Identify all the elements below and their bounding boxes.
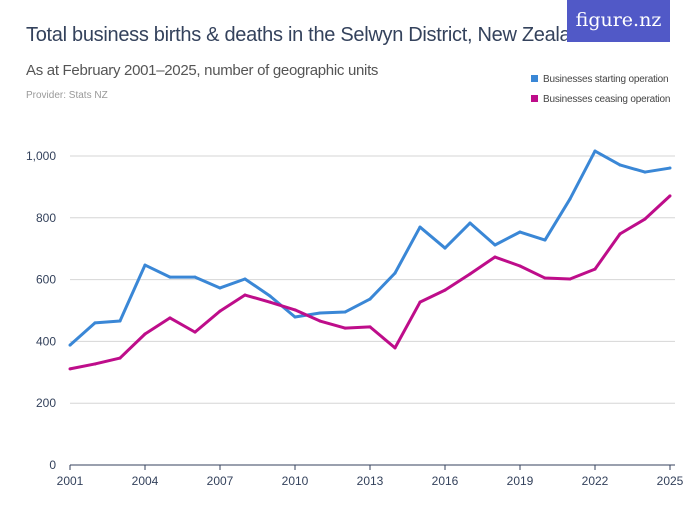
- chart-subtitle: As at February 2001–2025, number of geog…: [26, 62, 379, 79]
- x-tick-label: 2025: [657, 474, 684, 488]
- data-point: [343, 326, 347, 330]
- data-point: [393, 346, 397, 350]
- data-point: [468, 221, 472, 225]
- data-point: [418, 300, 422, 304]
- x-tick-label: 2004: [132, 474, 159, 488]
- data-point: [268, 294, 272, 298]
- y-tick-label: 200: [36, 396, 56, 410]
- legend-item-starting: Businesses starting operation: [531, 74, 669, 85]
- data-point: [168, 316, 172, 320]
- data-point: [193, 275, 197, 279]
- data-point: [168, 275, 172, 279]
- data-point: [418, 225, 422, 229]
- data-point: [318, 311, 322, 315]
- data-point: [368, 297, 372, 301]
- data-point: [218, 309, 222, 313]
- y-tick-label: 0: [49, 458, 56, 472]
- legend-swatch: [531, 75, 538, 82]
- data-point: [493, 255, 497, 259]
- data-point: [143, 263, 147, 267]
- data-point: [118, 319, 122, 323]
- data-point: [518, 264, 522, 268]
- data-point: [543, 238, 547, 242]
- data-point: [343, 310, 347, 314]
- y-tick-label: 800: [36, 211, 56, 225]
- data-point: [93, 321, 97, 325]
- series-line-ceasing: [69, 194, 672, 371]
- data-point: [93, 362, 97, 366]
- data-point: [493, 243, 497, 247]
- data-point: [393, 271, 397, 275]
- provider-label: Provider: Stats NZ: [26, 90, 108, 101]
- data-point: [368, 325, 372, 329]
- data-point: [618, 232, 622, 236]
- y-tick-label: 1,000: [26, 149, 56, 163]
- data-point: [318, 319, 322, 323]
- data-point: [568, 197, 572, 201]
- x-tick-label: 2013: [357, 474, 384, 488]
- figure-nz-logo[interactable]: figure.nz: [567, 0, 670, 42]
- x-tick-label: 2001: [57, 474, 84, 488]
- data-point: [668, 166, 672, 170]
- data-point: [243, 293, 247, 297]
- data-point: [668, 194, 672, 198]
- data-point: [243, 277, 247, 281]
- legend-label: Businesses ceasing operation: [543, 94, 671, 105]
- data-point: [68, 367, 72, 371]
- data-point: [593, 149, 597, 153]
- data-point: [143, 332, 147, 336]
- chart-title: Total business births & deaths in the Se…: [26, 24, 593, 46]
- x-tick-label: 2016: [432, 474, 459, 488]
- data-point: [68, 343, 72, 347]
- data-point: [468, 272, 472, 276]
- data-point: [268, 300, 272, 304]
- data-point: [543, 276, 547, 280]
- data-point: [518, 230, 522, 234]
- data-point: [593, 267, 597, 271]
- data-point: [443, 246, 447, 250]
- data-point: [218, 286, 222, 290]
- x-tick-label: 2019: [507, 474, 534, 488]
- y-tick-label: 600: [36, 273, 56, 287]
- x-tick-label: 2010: [282, 474, 309, 488]
- y-tick-label: 400: [36, 334, 56, 348]
- data-point: [118, 356, 122, 360]
- data-point: [443, 288, 447, 292]
- data-point: [618, 163, 622, 167]
- x-tick-label: 2007: [207, 474, 234, 488]
- data-point: [293, 308, 297, 312]
- data-point: [193, 330, 197, 334]
- data-point: [568, 277, 572, 281]
- legend-swatch: [531, 95, 538, 102]
- series-line-starting: [69, 149, 671, 347]
- data-point: [643, 217, 647, 221]
- legend-item-ceasing: Businesses ceasing operation: [531, 94, 670, 105]
- data-point: [293, 315, 297, 319]
- legend-label: Businesses starting operation: [543, 74, 669, 85]
- data-point: [643, 170, 647, 174]
- x-tick-label: 2022: [582, 474, 609, 488]
